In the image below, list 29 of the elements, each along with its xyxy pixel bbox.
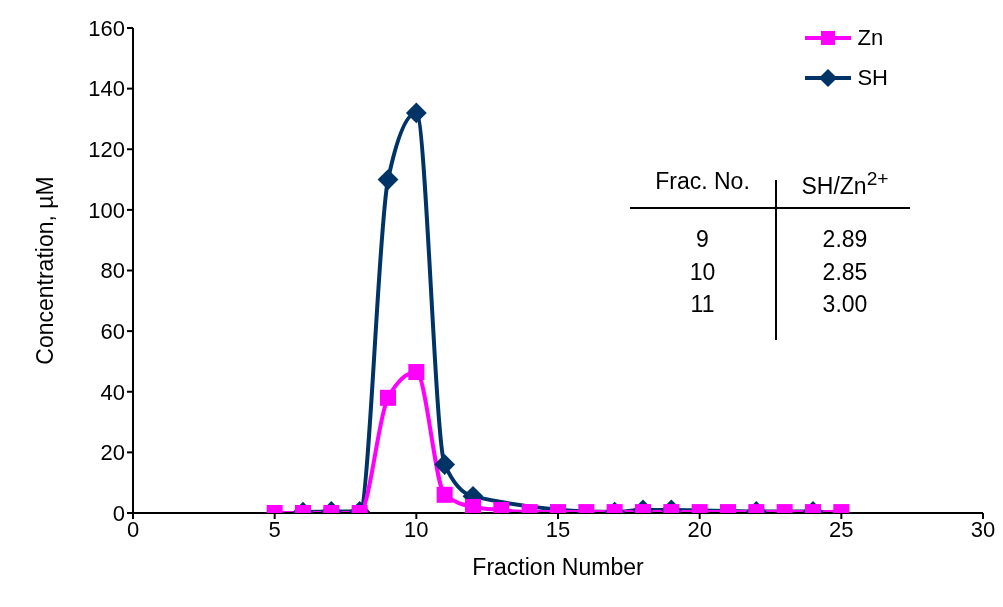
- x-tick-label: 10: [404, 516, 429, 542]
- annotation: 3.00: [821, 291, 869, 318]
- y-tick-label: 40: [100, 379, 125, 405]
- y-tick-label: 160: [88, 15, 125, 41]
- annotation: SH/Zn$^{2+}$: [800, 168, 890, 200]
- x-tick-label: 15: [545, 516, 571, 542]
- annotation: 2.89: [821, 226, 869, 253]
- y-axis-title: Concentration, µM: [32, 176, 59, 365]
- annotation: 11: [689, 291, 716, 318]
- point: [377, 169, 399, 190]
- x-axis-title: Fraction Number: [472, 554, 644, 580]
- y-tick-label: 20: [100, 440, 125, 466]
- x-tick-label: 30: [970, 516, 996, 542]
- y-tick-label: 120: [88, 137, 125, 163]
- y-tick-label: 80: [100, 258, 125, 284]
- y-tick-label: 100: [88, 197, 125, 223]
- x-tick-label: 25: [829, 516, 854, 542]
- legend-label: SH: [857, 65, 888, 91]
- y-tick-label: 0: [112, 500, 125, 526]
- annotation: 10: [688, 258, 717, 286]
- legend-label: Zn: [857, 25, 884, 51]
- x-tick-label: 20: [687, 516, 712, 542]
- y-tick-label: 140: [88, 76, 125, 102]
- point: [405, 102, 427, 124]
- x-tick-label: 5: [268, 516, 281, 542]
- y-tick-label: 60: [100, 318, 125, 344]
- annotation: Frac. No.: [654, 168, 751, 195]
- annotation: 2.85: [821, 258, 869, 286]
- annotation: 9: [695, 226, 710, 253]
